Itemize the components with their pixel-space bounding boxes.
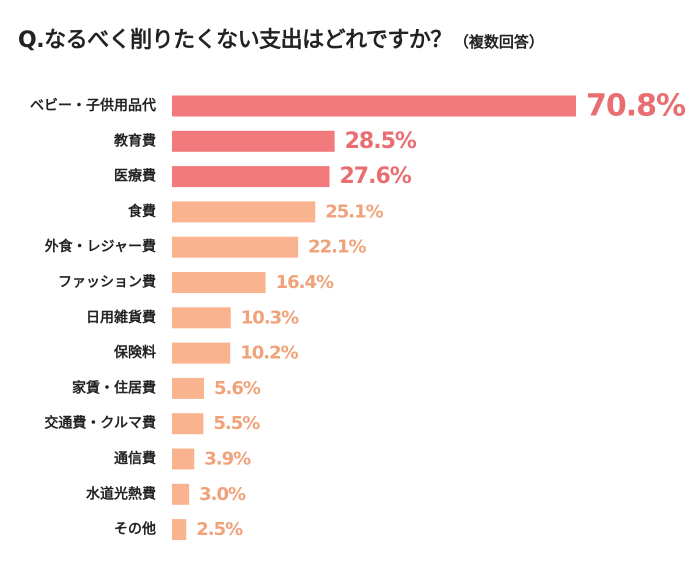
bar xyxy=(172,342,231,364)
bar xyxy=(172,448,195,470)
value-label: 25.1% xyxy=(325,201,383,222)
question-prefix: Q. xyxy=(18,28,45,53)
value-label: 3.9% xyxy=(204,449,251,470)
category-label: 交通費・クルマ費 xyxy=(44,415,156,432)
value-label: 10.3% xyxy=(241,307,299,328)
category-label: 水道光熱費 xyxy=(86,485,156,502)
bar xyxy=(172,272,266,293)
value-label: 27.6% xyxy=(339,164,411,189)
bar xyxy=(172,519,187,541)
bar xyxy=(172,307,231,329)
category-label: 日用雑貨費 xyxy=(86,309,156,326)
bar xyxy=(172,95,576,117)
bar xyxy=(172,377,204,399)
category-label: 保険料 xyxy=(113,344,156,361)
category-label: 家賃・住居費 xyxy=(72,379,156,396)
category-label: ファッション費 xyxy=(58,274,156,291)
bar xyxy=(172,130,335,152)
bar xyxy=(172,483,190,505)
category-label: 外食・レジャー費 xyxy=(45,238,156,255)
category-label: その他 xyxy=(114,521,156,538)
value-label: 10.2% xyxy=(240,343,298,364)
value-label: 22.1% xyxy=(308,237,366,258)
value-label: 5.5% xyxy=(213,413,260,434)
category-label: 食費 xyxy=(128,203,156,220)
value-label: 2.5% xyxy=(196,519,243,540)
bar xyxy=(172,166,330,188)
value-label: 16.4% xyxy=(276,272,334,293)
chart-title: Q. なるべく削りたくない支出はどれですか？ （複数回答） xyxy=(18,22,544,62)
bar xyxy=(172,236,299,258)
question-text: なるべく削りたくない支出はどれですか？ xyxy=(44,28,452,53)
category-label: ベビー・子供用品代 xyxy=(30,97,156,114)
bar xyxy=(172,201,316,223)
value-label: 5.6% xyxy=(214,378,261,399)
value-label: 28.5% xyxy=(345,129,417,154)
category-label: 医療費 xyxy=(114,168,156,185)
category-label: 教育費 xyxy=(114,132,156,149)
value-label: 70.8% xyxy=(586,89,686,124)
bar xyxy=(172,413,204,435)
value-label: 3.0% xyxy=(199,484,246,505)
category-label: 通信費 xyxy=(114,450,156,467)
multiple-answer-note: （複数回答） xyxy=(453,33,544,51)
